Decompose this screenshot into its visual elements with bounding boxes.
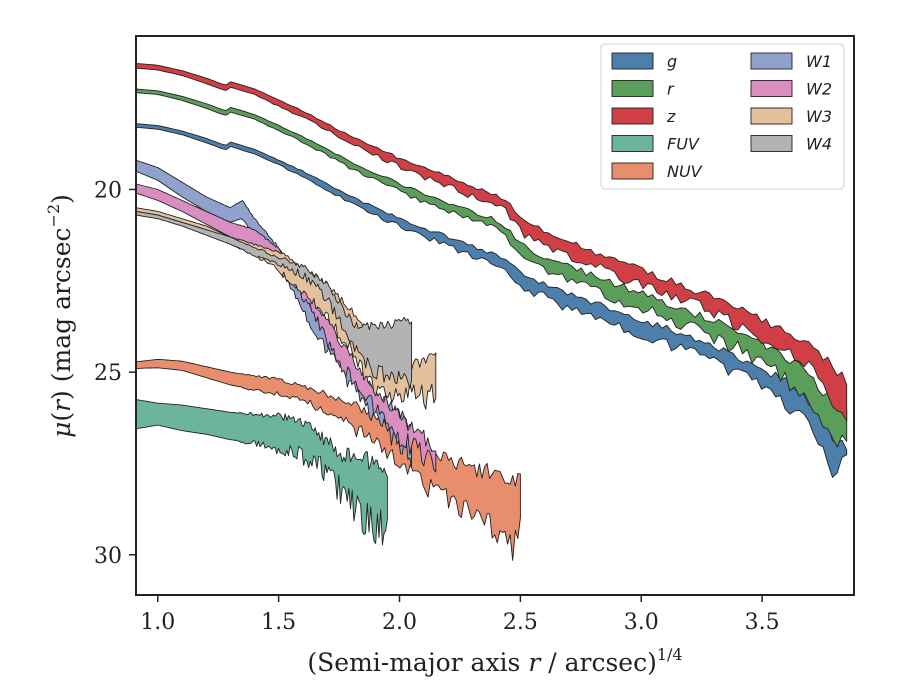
x-tick-label: 1.5 [261,610,296,635]
x-tick-label: 2.5 [503,610,538,635]
legend-label-w1: W1 [806,52,832,71]
legend-swatch-w4 [750,135,793,152]
band-z [136,62,848,422]
band-w3 [136,207,437,410]
legend-swatch-nuv [611,162,654,180]
legend-swatch-r [611,80,654,97]
y-axis-ticks: 20 25 30 [94,178,136,569]
band-r [136,88,848,448]
x-tick-label: 3.0 [624,610,659,635]
legend-swatch-z [611,107,654,125]
legend-swatch-w2 [750,80,793,97]
legend-label-w3: W3 [806,107,832,126]
x-tick-label: 2.0 [382,610,417,635]
legend-label-w4: W4 [806,135,832,154]
legend-label-g: g [667,52,677,71]
legend-label-z: z [666,107,676,126]
legend-label-nuv: NUV [667,162,703,181]
legend-label-w2: W2 [806,80,832,99]
legend-label-fuv: FUV [667,135,700,154]
legend-swatch-w3 [750,107,793,125]
legend-swatch-g [611,52,654,70]
band-fuv [136,399,388,546]
legend-swatch-fuv [611,135,654,152]
plot-frame [135,35,855,596]
series-bands [136,62,848,561]
x-tick-label: 1.0 [140,610,175,635]
y-axis-label: μ(r) (mag arcsec−2) [44,194,76,438]
band-w4 [136,210,413,389]
legend-swatch-w1 [750,52,793,70]
band-g [136,123,848,478]
legend-label-r: r [667,80,675,99]
y-tick-label: 25 [94,361,122,386]
x-tick-label: 3.5 [745,610,780,635]
x-axis-label: (Semi-major axis r / arcsec)1/4 [307,645,682,677]
x-axis-ticks: 1.0 1.5 2.0 2.5 3.0 3.5 [140,595,780,635]
y-tick-label: 30 [94,544,122,569]
band-nuv [136,358,521,561]
y-tick-label: 20 [94,178,122,203]
legend: grz FUV NUV W1 W2 W3 W4 [600,43,845,190]
